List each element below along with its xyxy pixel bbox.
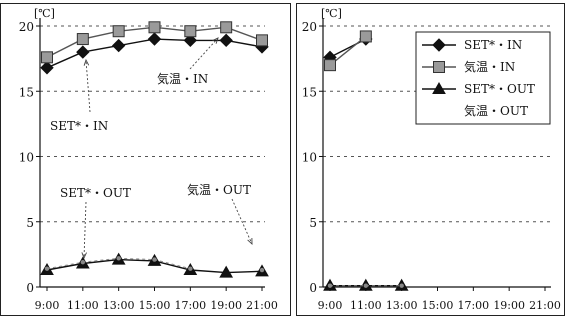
legend-label: 気温・OUT	[464, 103, 528, 118]
legend-label: 気温・IN	[464, 59, 515, 74]
annotation: SET*・IN	[50, 58, 108, 133]
legend-label: SET*・OUT	[464, 82, 535, 96]
annotation-label: 気温・IN	[157, 71, 208, 86]
legend-entry: SET*・OUT	[422, 81, 535, 96]
panel-frame	[0, 3, 291, 316]
y-tick-label: 0	[309, 281, 317, 295]
data-point	[111, 38, 126, 53]
legend-entry: 気温・IN	[422, 59, 515, 74]
x-tick-label: 17:00	[174, 299, 206, 312]
x-tick-label: 13:00	[103, 299, 135, 312]
annotation-label: SET*・IN	[50, 119, 108, 133]
y-tick-label: 10	[302, 151, 317, 165]
series-1	[324, 30, 372, 72]
data-point	[219, 33, 233, 48]
annotation-arrowhead	[83, 58, 90, 66]
data-point	[220, 21, 233, 34]
data-point	[112, 25, 125, 38]
left-panel: [℃] 0 5 10 15 20 9:00 11:00 13:00 15:00 17:00 19:00…	[0, 3, 291, 316]
series-3	[327, 283, 404, 288]
x-tick-label: 11:00	[67, 299, 99, 312]
data-point	[363, 283, 369, 288]
legend: SET*・IN 気温・IN SET*・OUT 気温・OUT	[415, 31, 551, 125]
legend-entry: 気温・OUT	[464, 103, 528, 118]
x-tick-label: 11:00	[350, 299, 382, 312]
annotation-arrowhead	[81, 252, 87, 260]
annotation-arrow	[231, 198, 253, 245]
legend-swatch-marker	[432, 81, 446, 94]
x-tick-label: 17:00	[457, 299, 489, 312]
unit-label: [℃]	[321, 7, 342, 20]
series-1	[41, 21, 268, 64]
data-point	[219, 265, 234, 278]
annotation-arrow	[83, 201, 87, 259]
data-point	[116, 256, 121, 261]
data-point	[76, 33, 89, 46]
y-tick-label: 5	[309, 216, 317, 230]
data-point	[44, 266, 50, 271]
data-point	[41, 51, 53, 64]
legend-entry: SET*・IN	[422, 38, 522, 52]
annotation: 気温・IN	[157, 37, 219, 86]
x-tick-label: 15:00	[139, 299, 171, 312]
unit-label: [℃]	[34, 7, 55, 20]
data-point	[399, 283, 404, 288]
x-tick-label: 15:00	[422, 299, 454, 312]
data-point	[147, 32, 162, 46]
y-tick-label: 10	[19, 151, 34, 165]
data-point	[188, 266, 193, 271]
panel-frame	[296, 3, 565, 316]
data-point	[148, 21, 161, 34]
data-point	[184, 25, 197, 38]
data-point	[327, 283, 333, 288]
x-tick-label: 19:00	[493, 299, 525, 312]
data-point	[359, 30, 372, 43]
annotation: 気温・OUT	[187, 182, 253, 246]
annotation-label: 気温・OUT	[187, 182, 251, 197]
data-point	[259, 267, 265, 273]
y-tick-label: 15	[19, 85, 34, 99]
data-point	[324, 59, 336, 72]
annotation-arrowhead	[212, 37, 219, 44]
x-tick-label: 9:00	[35, 299, 60, 312]
x-tick-label: 19:00	[210, 299, 242, 312]
annotation-arrow	[189, 37, 219, 70]
legend-label: SET*・IN	[464, 38, 522, 52]
data-point	[76, 45, 90, 59]
y-tick-label: 0	[26, 281, 34, 295]
annotation-label: SET*・OUT	[60, 186, 131, 200]
x-tick-label: 21:00	[246, 299, 278, 312]
y-tick-label: 20	[19, 20, 34, 34]
data-point	[80, 260, 86, 265]
series-3	[44, 256, 265, 273]
annotation-arrow	[85, 59, 91, 113]
x-tick-label: 21:00	[529, 299, 561, 312]
x-tick-label: 9:00	[318, 299, 343, 312]
y-tick-label: 5	[26, 216, 34, 230]
legend-swatch-marker	[433, 61, 445, 73]
right-panel: [℃] 0 5 10 15 20 9:00 11:00 13:00 15:00 17:00 19:00…	[296, 3, 565, 316]
data-point	[40, 61, 54, 75]
x-tick-label: 13:00	[386, 299, 418, 312]
y-tick-label: 20	[302, 20, 317, 34]
y-tick-label: 15	[302, 85, 317, 99]
series-0	[40, 32, 269, 75]
annotation-arrowhead	[247, 237, 253, 246]
data-point	[183, 33, 198, 48]
data-point	[152, 257, 157, 262]
data-point	[256, 34, 268, 47]
series-2	[40, 252, 269, 278]
annotation: SET*・OUT	[60, 186, 131, 260]
legend-swatch-marker	[432, 38, 446, 52]
